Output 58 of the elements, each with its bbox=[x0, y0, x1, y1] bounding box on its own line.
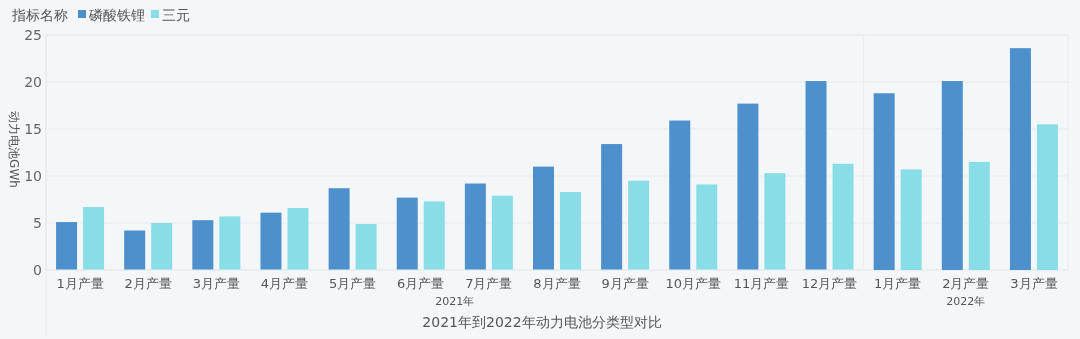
legend-title: 指标名称 bbox=[11, 7, 68, 23]
bar bbox=[287, 207, 309, 270]
x-tick-label: 1月产量 bbox=[56, 276, 104, 291]
bar bbox=[491, 195, 513, 270]
x-tick-label: 9月产量 bbox=[601, 276, 649, 291]
y-tick-label: 15 bbox=[24, 121, 42, 137]
x-tick-label: 3月产量 bbox=[192, 276, 240, 291]
bar bbox=[192, 220, 214, 270]
bar bbox=[328, 188, 350, 270]
x-axis-title: 2021年到2022年动力电池分类型对比 bbox=[422, 314, 662, 330]
x-tick-label: 2月产量 bbox=[942, 276, 990, 291]
bar bbox=[1009, 48, 1031, 270]
bar bbox=[601, 144, 623, 270]
bar bbox=[151, 223, 173, 270]
bar bbox=[219, 216, 241, 270]
text: 2021年 bbox=[435, 295, 475, 308]
bar bbox=[832, 163, 854, 270]
y-tick-label: 20 bbox=[24, 74, 42, 90]
bar bbox=[900, 169, 922, 270]
bar bbox=[560, 191, 581, 270]
bar bbox=[355, 223, 377, 270]
y-tick-label: 5 bbox=[33, 215, 42, 231]
y-tick-label: 0 bbox=[33, 262, 42, 278]
x-tick-label: 1月产量 bbox=[874, 276, 922, 291]
bar bbox=[1036, 124, 1058, 270]
y-axis-title: 动力电池GWh bbox=[7, 111, 21, 188]
bar bbox=[764, 173, 786, 270]
bar bbox=[260, 212, 282, 270]
bar bbox=[464, 183, 486, 270]
bar bbox=[396, 197, 418, 270]
y-tick-label: 10 bbox=[24, 168, 42, 184]
bar bbox=[941, 81, 963, 270]
bar bbox=[628, 180, 650, 270]
x-tick-label: 8月产量 bbox=[533, 276, 581, 291]
x-tick-label: 6月产量 bbox=[397, 276, 445, 291]
x-tick-label: 12月产量 bbox=[801, 276, 858, 291]
x-tick-label: 4月产量 bbox=[260, 276, 309, 291]
x-tick-label: 10月产量 bbox=[665, 276, 722, 291]
bar bbox=[737, 103, 759, 270]
x-tick-label: 7月产量 bbox=[465, 276, 513, 291]
x-tick-label: 3月产量 bbox=[1010, 276, 1058, 291]
y-tick-label: 25 bbox=[24, 27, 42, 43]
bar bbox=[873, 93, 895, 270]
legend-label: 三元 bbox=[162, 7, 190, 23]
bar bbox=[83, 207, 105, 270]
bar bbox=[696, 184, 718, 270]
legend-label: 磷酸铁锂 bbox=[88, 7, 145, 23]
x-tick-label: 2月产量 bbox=[124, 276, 172, 291]
bar bbox=[669, 120, 691, 270]
text: 2022年 bbox=[946, 295, 986, 308]
bar bbox=[56, 222, 78, 270]
bar bbox=[805, 81, 827, 270]
bar bbox=[533, 166, 554, 270]
bar bbox=[968, 161, 990, 270]
x-tick-label: 5月产量 bbox=[328, 276, 377, 291]
bar bbox=[423, 201, 445, 270]
x-tick-label: 11月产量 bbox=[733, 276, 790, 291]
bar bbox=[124, 230, 146, 270]
